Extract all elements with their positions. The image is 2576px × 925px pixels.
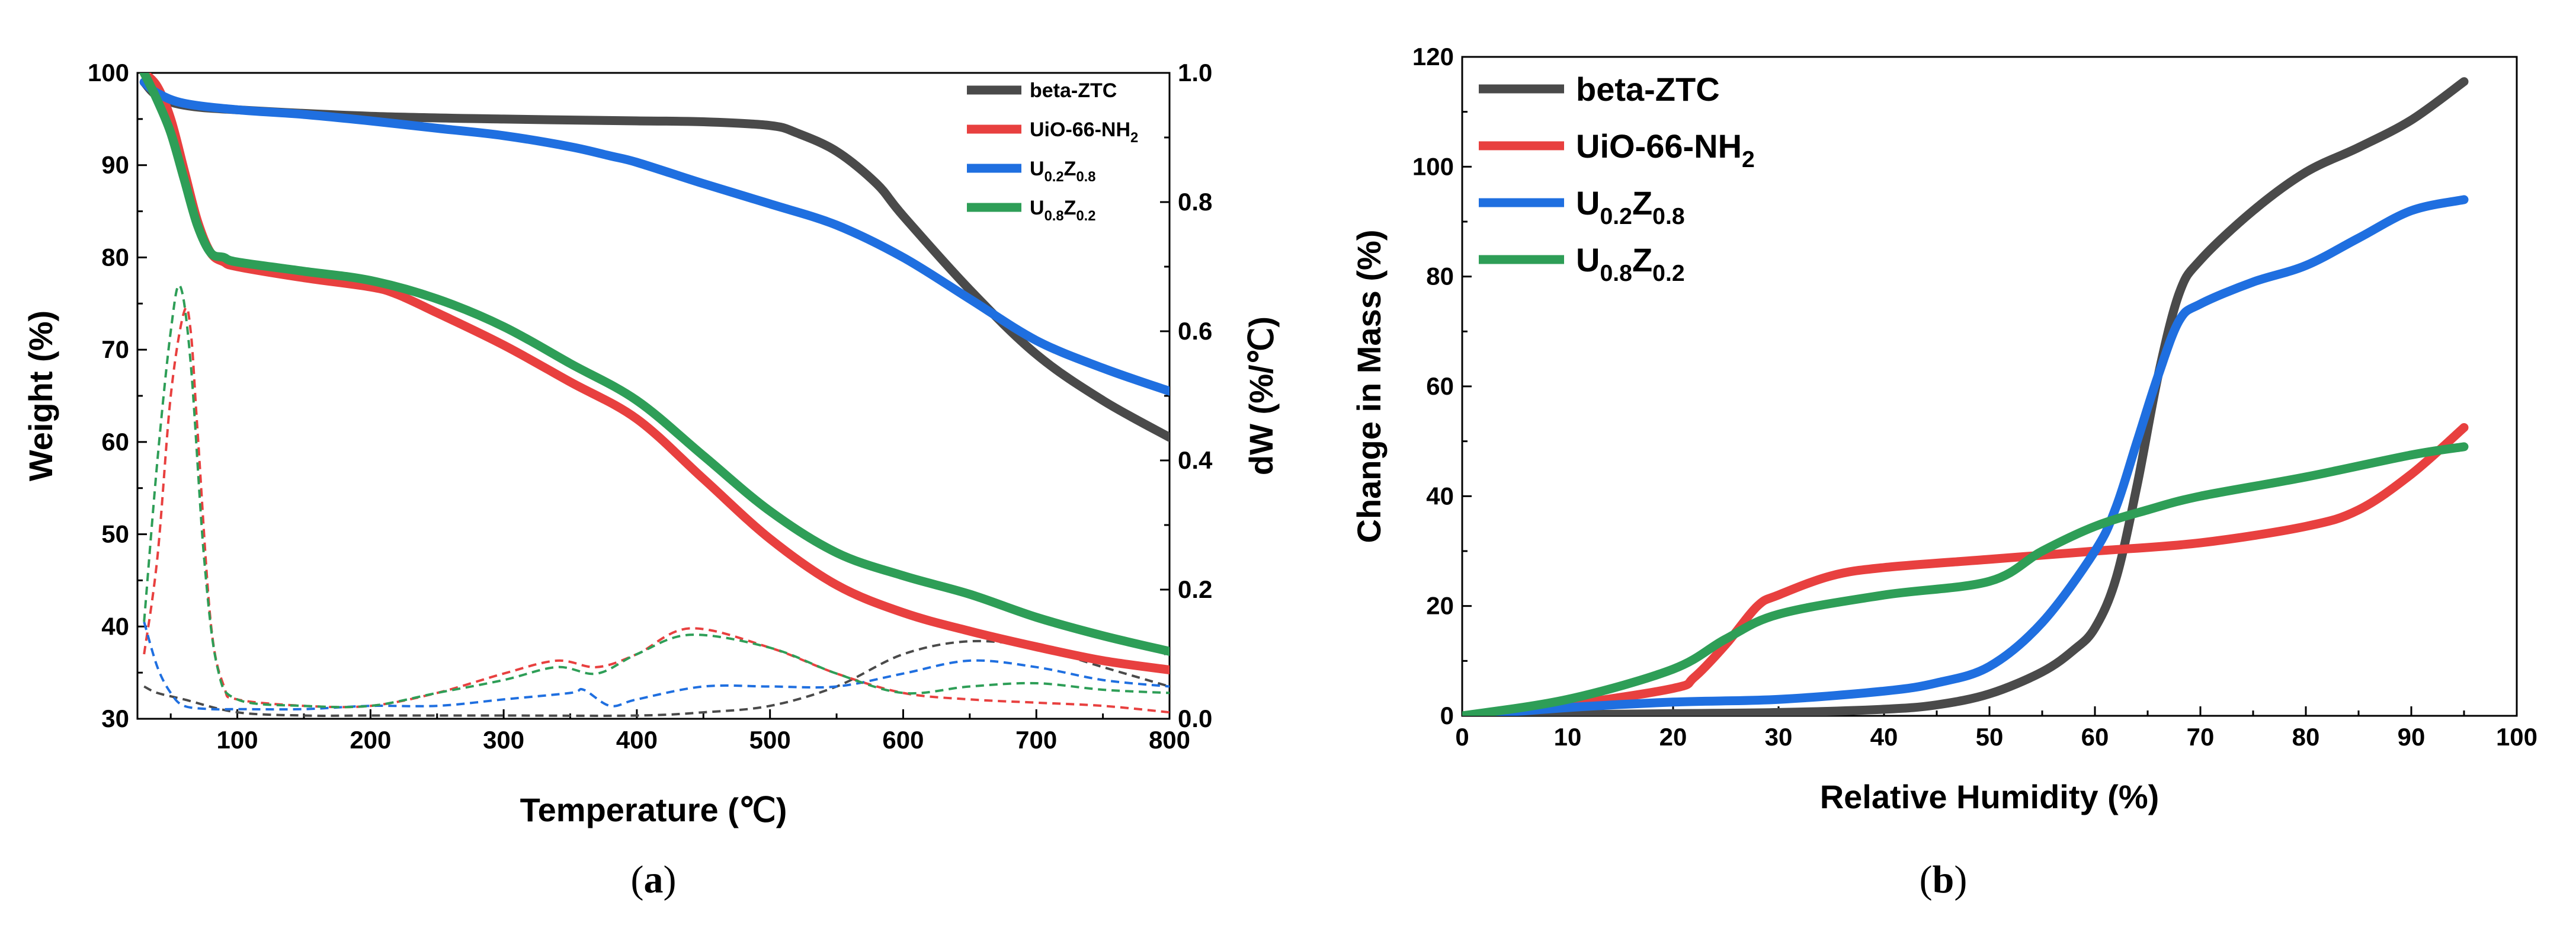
weight-line xyxy=(139,78,1170,442)
legend-label: beta-ZTC xyxy=(1030,79,1117,102)
x-tick-label-a: 800 xyxy=(1149,726,1190,754)
derivative-line xyxy=(143,284,1170,709)
x-tick-label-b: 50 xyxy=(1976,723,2004,751)
y2-tick-label-a: 0.6 xyxy=(1178,317,1212,345)
derivative-line xyxy=(143,621,1170,711)
y-tick-label-a: 80 xyxy=(101,243,129,271)
x-tick-label-b: 70 xyxy=(2187,723,2215,751)
y-tick-label-a: 30 xyxy=(101,705,129,732)
x-tick-label-b: 90 xyxy=(2398,723,2426,751)
y2-tick-label-a: 1.0 xyxy=(1178,59,1212,87)
y-tick-label-b: 60 xyxy=(1426,372,1454,400)
weight-line xyxy=(139,73,1170,674)
legend-label: UiO-66-NH2 xyxy=(1576,127,1755,172)
mass-change-line xyxy=(1462,442,2469,716)
y-tick-label-b: 100 xyxy=(1412,152,1454,180)
y-tick-label-a: 100 xyxy=(88,59,129,87)
y-tick-label-a: 60 xyxy=(101,428,129,456)
chart-panel-b: 0 10 20 30 40 50 60 70 80 90 100 0 20 40 60 80 100 120 be… xyxy=(1350,43,2537,901)
panel-label-b: (b) xyxy=(1920,858,1968,901)
x-tick-label-b: 100 xyxy=(2496,723,2537,751)
x-axis-title-b: Relative Humidity (%) xyxy=(1820,778,2160,815)
y-axis-title-a: Weight (%) xyxy=(22,311,59,481)
legend-label: U0.2Z0.8 xyxy=(1576,184,1685,229)
y2-tick-label-a: 0.0 xyxy=(1178,705,1212,732)
x-tick-label-b: 80 xyxy=(2292,723,2320,751)
y-tick-label-b: 40 xyxy=(1426,482,1454,510)
derivative-line xyxy=(143,306,1170,714)
y-tick-label-a: 90 xyxy=(101,151,129,179)
x-tick-label-b: 20 xyxy=(1659,723,1687,751)
weight-line xyxy=(139,78,1170,396)
legend-label: U0.8Z0.2 xyxy=(1576,241,1685,286)
x-axis-title-a: Temperature (℃) xyxy=(520,791,787,828)
mass-change-line xyxy=(1462,423,2469,716)
mass-change-line xyxy=(1462,77,2469,716)
x-tick-label-a: 600 xyxy=(882,726,924,754)
y2-tick-label-a: 0.4 xyxy=(1178,446,1213,474)
y2-tick-label-a: 0.2 xyxy=(1178,575,1212,603)
y-tick-label-b: 120 xyxy=(1412,43,1454,71)
x-tick-label-a: 700 xyxy=(1015,726,1057,754)
x-tick-label-b: 0 xyxy=(1455,723,1469,751)
panel-label-a: (a) xyxy=(631,858,677,901)
legend-label: UiO-66-NH2 xyxy=(1030,119,1138,146)
x-tick-label-a: 400 xyxy=(616,726,658,754)
chart-panel-a: 100 200 300 400 500 600 700 800 30 40 50 60 70 80 90 10… xyxy=(22,59,1280,901)
mass-change-line xyxy=(1462,195,2469,716)
weight-line xyxy=(139,73,1170,656)
legend-label: U0.2Z0.8 xyxy=(1030,158,1096,185)
x-tick-label-a: 200 xyxy=(350,726,391,754)
y-tick-label-b: 20 xyxy=(1426,592,1454,620)
x-tick-label-a: 100 xyxy=(217,726,258,754)
x-tick-label-b: 40 xyxy=(1870,723,1898,751)
y-tick-label-a: 70 xyxy=(101,335,129,363)
x-tick-label-b: 10 xyxy=(1554,723,1582,751)
y2-axis-title-a: dW (%/℃) xyxy=(1242,316,1280,475)
legend-label: U0.8Z0.2 xyxy=(1030,197,1096,224)
x-tick-label-b: 30 xyxy=(1765,723,1793,751)
legend-label: beta-ZTC xyxy=(1576,71,1720,108)
x-tick-label-a: 500 xyxy=(749,726,791,754)
y-axis-title-b: Change in Mass (%) xyxy=(1350,230,1388,543)
x-tick-label-a: 300 xyxy=(483,726,524,754)
y-tick-label-a: 40 xyxy=(101,612,129,640)
y-tick-label-b: 80 xyxy=(1426,263,1454,290)
y2-tick-label-a: 0.8 xyxy=(1178,188,1212,216)
x-tick-label-b: 60 xyxy=(2081,723,2109,751)
y-tick-label-b: 0 xyxy=(1440,702,1454,729)
y-tick-label-a: 50 xyxy=(101,520,129,548)
